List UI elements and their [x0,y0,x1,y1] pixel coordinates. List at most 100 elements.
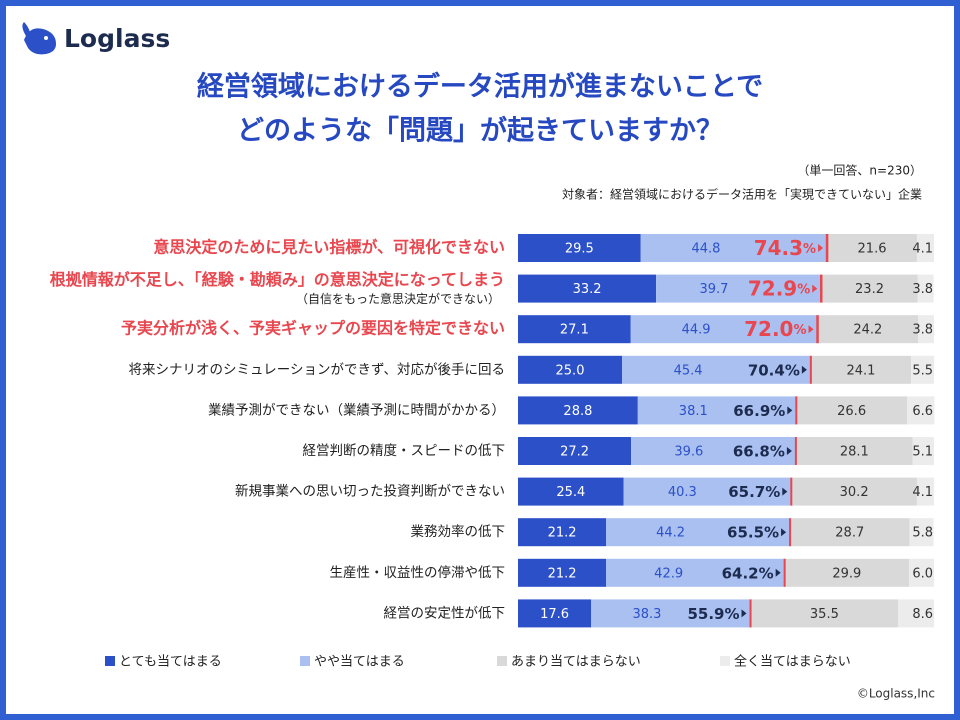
value-label: 27.2 [560,445,589,460]
note: 対象者：経営領域におけるデータ活用を「実現できていない」企業 [562,187,922,202]
value-label: 17.6 [540,607,569,622]
bar-segment [750,599,899,628]
total-label: 74.3% [754,236,816,260]
value-label: 23.2 [855,282,884,297]
value-label: 29.9 [832,566,861,581]
bar-segment [821,274,918,303]
boundary-arrow [801,365,807,374]
value-label: 5.8 [912,526,933,541]
boundary-arrow [786,447,792,455]
category-label: 意思決定のために見たい指標が、可視化できない [153,238,505,257]
bar-segment [817,315,919,344]
total-label: 66.8% [733,443,785,461]
bar-segment [791,477,917,506]
value-label: 30.2 [840,485,869,500]
bar-segment [591,599,751,628]
legend-label: あまり当てはまらない [511,655,641,670]
legend-swatch [105,656,115,666]
category-label: 業績予測ができない（業績予測に時間がかかる） [208,402,505,418]
legend-label: やや当てはまる [314,655,405,670]
value-label: 5.5 [912,363,933,378]
total-label: 70.4% [748,361,800,379]
value-label: 28.8 [563,404,592,419]
boundary-arrow [781,528,787,537]
bar-segment [623,477,792,506]
bar-segment [784,558,910,587]
bar-segment [518,437,632,465]
value-label: 21.2 [548,566,577,581]
value-label: 8.6 [912,607,933,622]
category-note: （自信をもった意思決定ができない） [296,291,500,306]
value-label: 27.1 [560,323,589,338]
value-label: 40.3 [668,485,697,500]
bar-segment [909,558,934,587]
bar-segment [518,477,624,506]
bar-segment [917,274,934,303]
total-label: 72.0% [744,317,806,341]
total-number: 74.3 [754,236,803,260]
category-label: 予実分析が浅く、予実ギャップの要因を特定できない [121,319,505,338]
logo-icon [22,22,56,55]
value-label: 33.2 [573,282,602,297]
bar-segment [911,355,934,384]
value-label: 39.6 [674,445,703,460]
category-label: 業務効率の低下 [411,523,506,540]
category-label: 経営判断の精度・スピードの低下 [303,443,506,459]
value-label: 26.6 [837,404,866,419]
boundary-arrow [808,325,814,334]
bar-segment [827,234,917,262]
boundary-arrow [741,609,747,618]
bar-segment [518,355,622,384]
category-label: 新規事業への思い切った投資判断ができない [235,484,505,500]
legend-swatch [497,656,507,666]
value-label: 42.9 [654,566,683,581]
total-unit: % [797,282,810,297]
category-label: 生産性・収益性の停滞や低下 [330,564,506,581]
bar-segment [918,315,934,344]
total-label: 66.9% [733,402,785,420]
value-label: 38.3 [633,607,662,622]
value-label: 39.7 [699,282,728,297]
value-label: 24.1 [847,363,876,378]
category-label: 根拠情報が不足し、「経験・勘頼み」の意思決定になってしまう [50,270,505,289]
bar-segment [912,437,934,465]
value-label: 21.6 [858,242,887,257]
bar-segment [916,477,934,506]
total-label: 55.9% [687,605,739,623]
total-label: 64.2% [722,564,774,582]
boundary-arrow [818,244,824,252]
bar-segment [518,396,638,425]
total-label: 65.7% [728,483,780,501]
boundary-arrow [775,568,781,577]
bar-segment [909,518,934,547]
value-label: 35.5 [810,607,839,622]
value-label: 21.2 [548,526,577,541]
value-label: 4.1 [912,485,933,500]
bar-segment [630,315,818,344]
bar-segment [518,315,631,344]
bar-segment [518,518,607,547]
boundary-arrow [782,487,788,496]
bar-segment [790,518,910,547]
boundary-arrow [812,284,818,293]
bar-segment [518,274,657,303]
note: （単一回答、n=230） [797,163,922,178]
legend-label: 全く当てはまらない [734,654,851,670]
bar-segment [606,518,791,547]
title-line: どのような「問題」が起きていますか？ [237,115,723,147]
bar-segment [916,234,934,262]
copyright: ©Loglass,Inc [857,687,935,701]
total-number: 72.9 [748,276,797,300]
bar-segment [656,274,822,303]
total-unit: % [793,323,806,338]
legend-label: とても当てはまる [119,655,222,670]
value-label: 6.0 [912,566,933,581]
legend-swatch [300,656,310,666]
value-label: 5.1 [912,445,933,460]
category-label: 経営の安定性が低下 [384,605,506,621]
brand: Loglass [64,24,170,53]
value-label: 28.7 [835,526,864,541]
total-label: 72.9% [748,276,810,300]
bar-segment [518,234,641,262]
value-label: 4.1 [912,242,933,257]
